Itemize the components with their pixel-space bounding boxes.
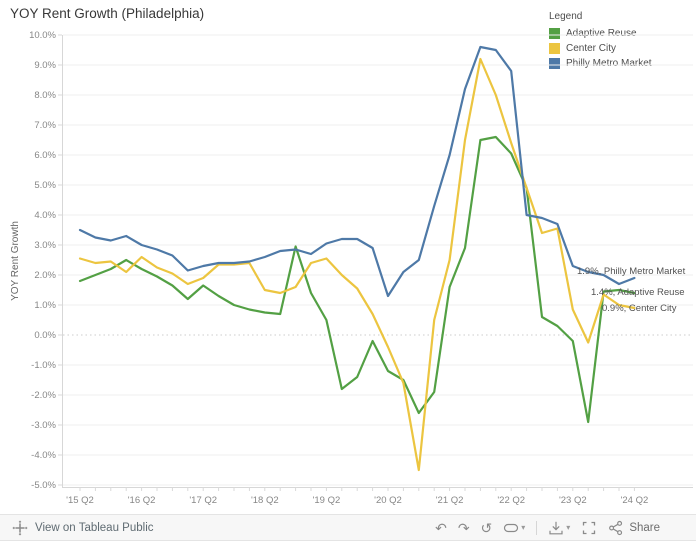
view-on-tableau-public-label: View on Tableau Public: [35, 521, 154, 534]
fullscreen-icon: [583, 521, 596, 534]
y-tick-label: 3.0%: [34, 240, 56, 251]
y-tick-label: -3.0%: [31, 420, 56, 431]
x-tick-label: '18 Q2: [251, 495, 279, 506]
x-tick-label: '21 Q2: [436, 495, 464, 506]
share-button[interactable]: Share: [608, 520, 660, 536]
y-axis-title: YOY Rent Growth: [10, 221, 21, 301]
legend-item-philly-metro-market[interactable]: Philly Metro Market: [549, 56, 652, 71]
chevron-down-icon: ▾: [521, 523, 526, 532]
legend: Legend Adaptive Reuse Center City Philly M…: [549, 11, 652, 71]
tableau-logo-icon: [12, 520, 28, 535]
series-line-philly-metro-market[interactable]: [78, 45, 636, 298]
x-tick-label: '24 Q2: [621, 495, 649, 506]
x-tick-label: '23 Q2: [559, 495, 587, 506]
fullscreen-button[interactable]: [581, 520, 597, 536]
y-tick-label: 8.0%: [34, 90, 56, 101]
x-tick-label: '16 Q2: [128, 495, 156, 506]
chevron-down-icon: ▾: [566, 523, 571, 532]
chart-annotation: 0.9%, Center City: [602, 303, 677, 314]
y-tick-label: 2.0%: [34, 270, 56, 281]
share-label: Share: [629, 521, 660, 534]
legend-item-label: Adaptive Reuse: [566, 28, 637, 39]
legend-item-label: Philly Metro Market: [566, 58, 652, 69]
page-title: YOY Rent Growth (Philadelphia): [10, 6, 205, 21]
y-tick-label: 6.0%: [34, 150, 56, 161]
download-icon: [549, 521, 563, 534]
undo-icon: ↶: [435, 519, 447, 536]
y-tick-label: -1.0%: [31, 360, 56, 371]
y-tick-label: 10.0%: [29, 30, 56, 41]
pause-auto-updates-button[interactable]: ▾: [503, 520, 525, 536]
view-on-tableau-public-link[interactable]: View on Tableau Public: [12, 520, 154, 536]
redo-button[interactable]: ↷: [458, 521, 470, 535]
legend-title: Legend: [549, 11, 583, 22]
legend-item-adaptive-reuse[interactable]: Adaptive Reuse: [549, 26, 652, 41]
x-tick-label: '15 Q2: [66, 495, 94, 506]
y-tick-label: 4.0%: [34, 210, 56, 221]
x-tick-label: '19 Q2: [313, 495, 341, 506]
legend-swatch-icon: [549, 28, 560, 39]
chart-annotation: 1.9%, Philly Metro Market: [577, 266, 686, 277]
y-tick-label: 0.0%: [34, 330, 56, 341]
reset-icon: ↺: [480, 519, 493, 536]
x-tick-label: '17 Q2: [189, 495, 217, 506]
reset-button[interactable]: ↺: [481, 521, 493, 535]
series-line-center-city[interactable]: [78, 57, 636, 472]
y-tick-label: 1.0%: [34, 300, 56, 311]
y-tick-label: -5.0%: [31, 480, 56, 491]
chart-annotation: 1.4%, Adaptive Reuse: [591, 287, 684, 298]
series-line-adaptive-reuse[interactable]: [78, 135, 636, 424]
share-icon: [609, 520, 623, 535]
y-tick-label: 7.0%: [34, 120, 56, 131]
y-tick-label: 5.0%: [34, 180, 56, 191]
y-tick-label: 9.0%: [34, 60, 56, 71]
pause-updates-icon: [504, 523, 519, 532]
legend-items: Adaptive Reuse Center City Philly Metro Ma…: [549, 26, 652, 71]
y-tick-label: -2.0%: [31, 390, 56, 401]
legend-swatch-icon: [549, 43, 560, 54]
legend-item-label: Center City: [566, 43, 617, 54]
redo-icon: ↷: [457, 519, 470, 536]
x-tick-label: '20 Q2: [374, 495, 402, 506]
undo-button[interactable]: ↶: [435, 521, 447, 535]
x-tick-label: '22 Q2: [497, 495, 525, 506]
toolbar-divider: [536, 520, 538, 535]
tableau-toolbar: View on Tableau Public ↶ ↷ ↺ ▾ ▾: [0, 514, 696, 541]
legend-item-center-city[interactable]: Center City: [549, 41, 652, 56]
download-button[interactable]: ▾: [548, 520, 570, 536]
chart-canvas[interactable]: -5.0% -4.0% -3.0% -2.0% -1.0% 0.0% 1.0% 2.0% 3.0…: [0, 0, 696, 514]
toolbar-actions: ↶ ↷ ↺ ▾ ▾: [435, 520, 660, 536]
legend-swatch-icon: [549, 58, 560, 69]
y-tick-label: -4.0%: [31, 450, 56, 461]
